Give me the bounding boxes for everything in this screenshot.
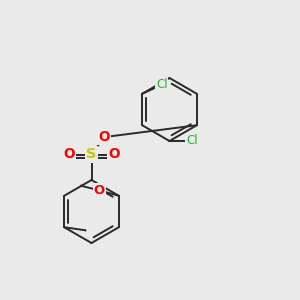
Text: Cl: Cl — [156, 78, 167, 91]
Text: O: O — [108, 148, 120, 161]
Text: O: O — [98, 130, 110, 144]
Text: S: S — [86, 148, 97, 161]
Text: O: O — [63, 148, 75, 161]
Text: O: O — [94, 184, 105, 197]
Text: Cl: Cl — [186, 134, 198, 148]
